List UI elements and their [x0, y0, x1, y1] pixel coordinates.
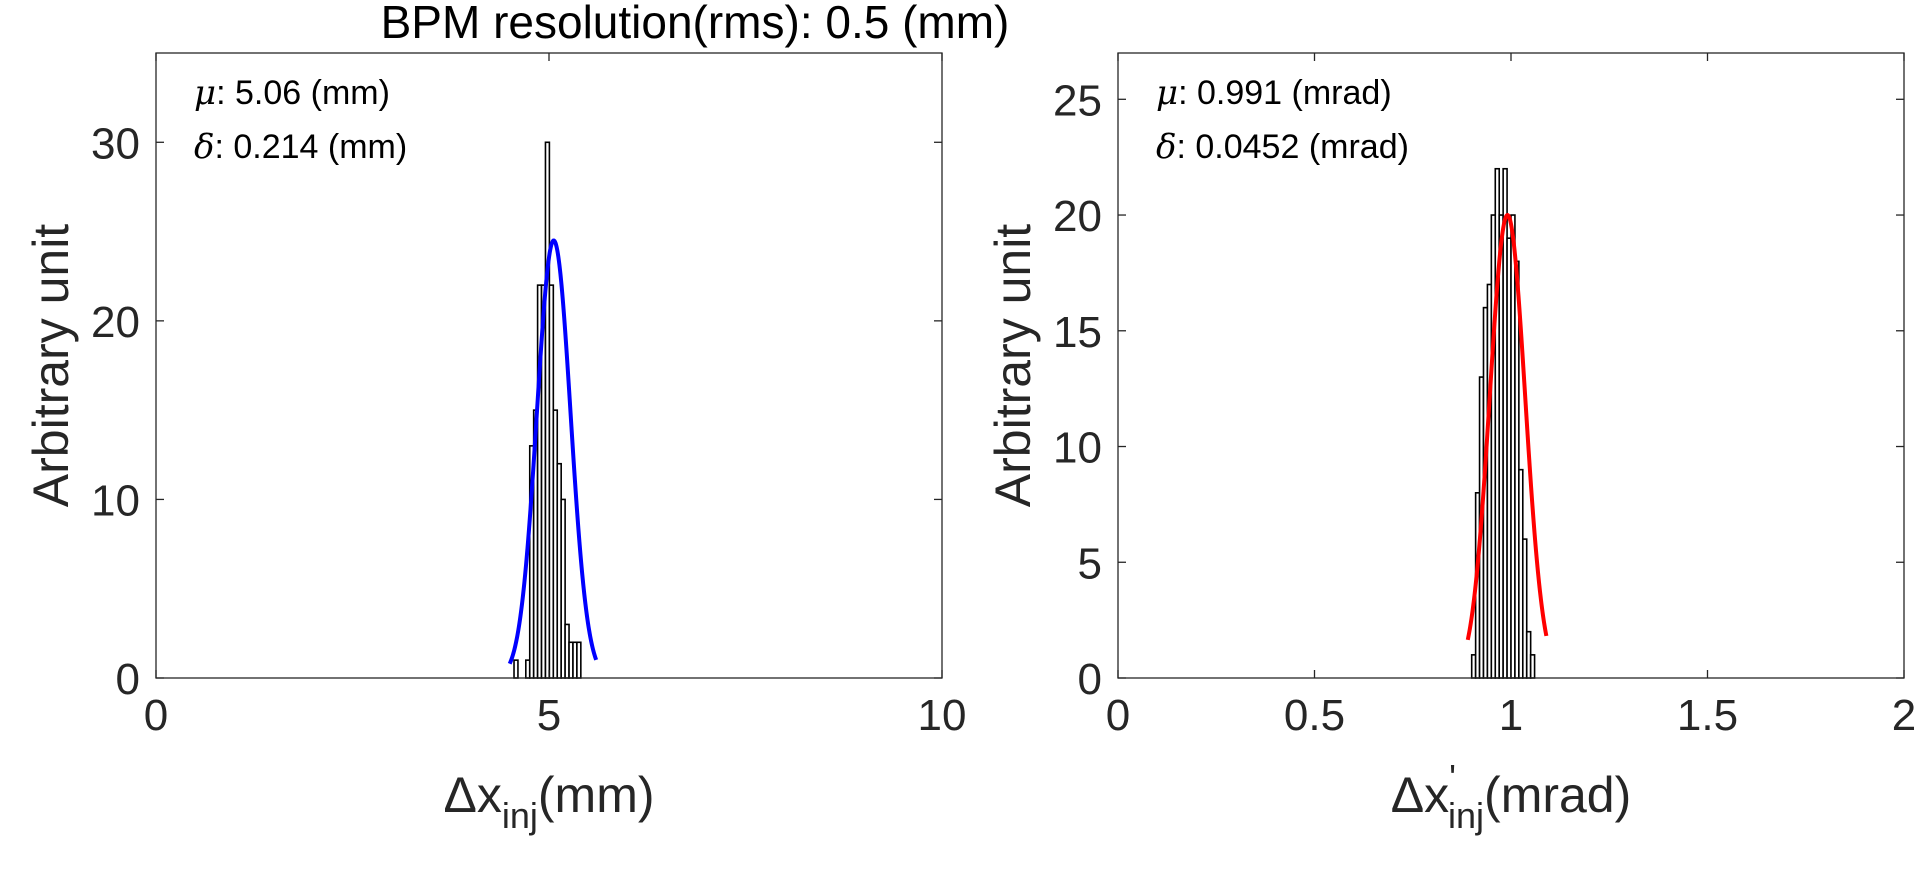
x-axis-label-unit: (mm) — [538, 767, 655, 823]
x-tick-label: 2 — [1892, 691, 1916, 740]
y-tick-label: 10 — [91, 476, 140, 525]
x-axis-label-symbol: Δx — [443, 767, 501, 823]
x-tick-label: 0 — [1106, 691, 1130, 740]
panel-left: 0 5 10 0 10 20 30 Arbitrary unit Δxinj(mm) μ: 5.0… — [23, 52, 967, 836]
y-tick-label: 20 — [1053, 192, 1102, 241]
histogram-bar — [513, 659, 519, 679]
x-axis-label-symbol: Δx — [1391, 767, 1449, 823]
mean-annotation: μ: 5.06 (mm) — [194, 73, 390, 113]
x-tick-label: 1.5 — [1677, 691, 1738, 740]
y-tick-label: 10 — [1053, 424, 1102, 473]
delta-symbol: δ — [194, 127, 214, 167]
gaussian-fit-curve — [507, 238, 599, 665]
histogram-bars — [513, 141, 582, 679]
histogram-bar — [1529, 654, 1536, 679]
x-tick-label: 1 — [1499, 691, 1523, 740]
y-tick-label: 5 — [1078, 539, 1102, 588]
y-tick-label: 0 — [1078, 655, 1102, 704]
x-axis-label-subscript: inj — [502, 795, 538, 836]
x-tick-label: 0 — [144, 691, 168, 740]
x-tick-label: 10 — [918, 691, 967, 740]
y-tick-label: 15 — [1053, 308, 1102, 357]
mean-value: : 0.991 (mrad) — [1178, 74, 1392, 112]
y-axis-label: Arbitrary unit — [23, 224, 79, 508]
mean-value: : 5.06 (mm) — [216, 74, 390, 112]
std-annotation: δ: 0.0452 (mrad) — [1156, 127, 1409, 167]
gaussian-fit-curve — [1465, 212, 1549, 641]
y-tick-label: 20 — [91, 298, 140, 347]
x-tick-label: 5 — [537, 691, 561, 740]
mu-symbol: μ — [194, 73, 216, 113]
x-axis-label: Δxinj(mm) — [443, 767, 654, 836]
x-axis-label-subscript: inj — [1448, 795, 1484, 836]
delta-symbol: δ — [1156, 127, 1176, 167]
x-axis-label: Δx' inj(mrad) — [1391, 757, 1632, 836]
x-axis-label-prime: ' — [1449, 757, 1456, 798]
y-tick-label: 25 — [1053, 76, 1102, 125]
figure-title: BPM resolution(rms): 0.5 (mm) — [381, 0, 1010, 48]
histogram-bar — [576, 641, 582, 679]
y-tick-label: 30 — [91, 119, 140, 168]
x-axis-label-unit: (mrad) — [1484, 767, 1631, 823]
y-tick-label: 0 — [116, 655, 140, 704]
x-tick-label: 0.5 — [1284, 691, 1345, 740]
y-axis-label: Arbitrary unit — [985, 224, 1041, 508]
std-value: : 0.214 (mm) — [214, 128, 407, 166]
std-value: : 0.0452 (mrad) — [1176, 128, 1408, 166]
mu-symbol: μ — [1156, 73, 1178, 113]
mean-annotation: μ: 0.991 (mrad) — [1156, 73, 1392, 113]
std-annotation: δ: 0.214 (mm) — [194, 127, 407, 167]
